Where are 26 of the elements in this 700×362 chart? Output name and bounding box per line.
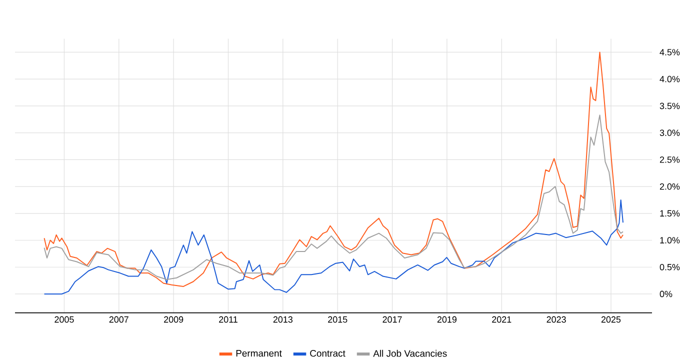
x-tick-label: 2015 (328, 316, 348, 323)
x-tick-label: 2025 (601, 316, 621, 323)
y-tick-label: 4.0% (660, 76, 680, 82)
x-tick-label: 2019 (437, 316, 457, 323)
x-tick-label: 2011 (219, 316, 238, 323)
x-tick-label: 2005 (54, 316, 74, 323)
y-tick-label: 2.5% (660, 156, 680, 163)
x-tick-label: 2007 (109, 316, 128, 323)
y-tick-label: 3.5% (660, 102, 680, 110)
legend-label: All Job Vacancies (373, 350, 447, 357)
y-tick-label: 1.0% (660, 236, 680, 244)
y-tick-label: 2.0% (660, 183, 680, 190)
legend-label: Permanent (236, 350, 282, 357)
y-tick-label: 1.5% (660, 210, 680, 216)
x-tick-label: 2009 (164, 316, 184, 323)
line-series (44, 199, 624, 294)
y-tick-label: 0.5% (660, 264, 680, 270)
y-tick-label: 3.0% (660, 130, 680, 136)
y-tick-label: 0% (660, 290, 672, 298)
line-series (44, 52, 624, 287)
x-tick-label: 2021 (492, 316, 512, 323)
x-tick-label: 2023 (546, 316, 566, 323)
y-tick-label: 4.5% (660, 48, 680, 56)
x-tick-label: 2017 (382, 316, 402, 323)
legend-label: Contract (310, 350, 346, 357)
x-tick-label: 2013 (273, 316, 293, 323)
